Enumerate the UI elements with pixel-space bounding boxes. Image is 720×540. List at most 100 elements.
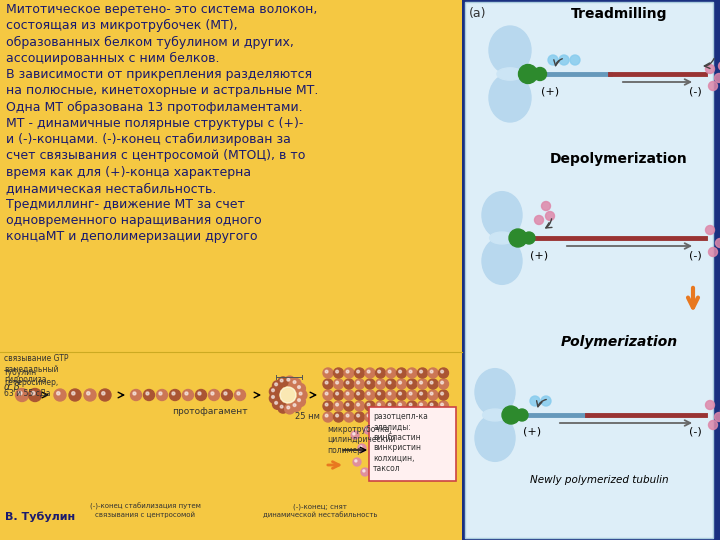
Circle shape	[509, 229, 527, 247]
Circle shape	[358, 444, 366, 452]
Circle shape	[534, 215, 544, 225]
Circle shape	[708, 247, 718, 256]
Circle shape	[235, 389, 246, 401]
Circle shape	[354, 401, 364, 411]
Circle shape	[388, 392, 391, 395]
Circle shape	[399, 392, 402, 395]
Circle shape	[518, 64, 538, 84]
Circle shape	[365, 401, 375, 411]
Circle shape	[431, 414, 433, 417]
Circle shape	[361, 468, 369, 476]
Ellipse shape	[482, 409, 508, 421]
Text: Polymerization: Polymerization	[560, 335, 678, 349]
Circle shape	[376, 379, 385, 389]
Text: 25 нм: 25 нм	[295, 412, 320, 421]
Circle shape	[407, 368, 417, 378]
Circle shape	[530, 396, 540, 406]
Circle shape	[280, 387, 296, 403]
Circle shape	[397, 390, 407, 400]
Circle shape	[269, 393, 279, 403]
Circle shape	[388, 370, 391, 373]
Circle shape	[534, 68, 546, 80]
Circle shape	[19, 392, 22, 395]
Circle shape	[378, 403, 380, 406]
Circle shape	[224, 392, 227, 395]
Text: тубулин
гетеросимер,
63 и 55 сДа: тубулин гетеросимер, 63 и 55 сДа	[4, 368, 58, 398]
Circle shape	[438, 390, 449, 400]
Circle shape	[354, 379, 364, 389]
Circle shape	[420, 414, 423, 417]
Circle shape	[356, 370, 359, 373]
Circle shape	[397, 401, 407, 411]
Text: Depolymerization: Depolymerization	[550, 152, 688, 166]
Circle shape	[336, 370, 338, 373]
Circle shape	[172, 392, 175, 395]
Circle shape	[365, 412, 375, 422]
Circle shape	[344, 379, 354, 389]
Bar	[0, 0, 462, 540]
Circle shape	[548, 55, 558, 65]
Text: (a): (a)	[469, 7, 487, 20]
Circle shape	[102, 392, 105, 395]
Circle shape	[541, 201, 551, 211]
Circle shape	[706, 226, 714, 234]
Circle shape	[295, 383, 305, 394]
Circle shape	[399, 414, 402, 417]
Circle shape	[420, 403, 423, 406]
Circle shape	[351, 431, 359, 439]
Circle shape	[363, 470, 365, 472]
Circle shape	[325, 392, 328, 395]
Circle shape	[418, 412, 428, 422]
Circle shape	[441, 370, 444, 373]
Circle shape	[428, 390, 438, 400]
Circle shape	[356, 403, 359, 406]
Circle shape	[325, 414, 328, 417]
Circle shape	[143, 389, 155, 401]
Circle shape	[295, 396, 305, 407]
Circle shape	[16, 388, 29, 402]
Circle shape	[428, 412, 438, 422]
Text: (-): (-)	[688, 250, 701, 260]
Ellipse shape	[482, 238, 522, 285]
Circle shape	[407, 401, 417, 411]
Text: Newly polymerized tubulin: Newly polymerized tubulin	[530, 475, 668, 485]
Circle shape	[293, 381, 296, 383]
Circle shape	[388, 414, 391, 417]
Circle shape	[185, 392, 188, 395]
Ellipse shape	[489, 73, 531, 122]
Circle shape	[719, 62, 720, 71]
Circle shape	[409, 392, 412, 395]
Ellipse shape	[482, 192, 522, 239]
Circle shape	[293, 404, 296, 407]
Circle shape	[376, 401, 385, 411]
Circle shape	[336, 381, 338, 384]
Circle shape	[376, 390, 385, 400]
Circle shape	[84, 389, 96, 401]
Circle shape	[397, 379, 407, 389]
Circle shape	[273, 381, 282, 391]
Circle shape	[420, 370, 423, 373]
Circle shape	[275, 383, 277, 386]
Circle shape	[54, 389, 66, 401]
Circle shape	[336, 392, 338, 395]
Circle shape	[278, 403, 288, 413]
Circle shape	[407, 390, 417, 400]
Circle shape	[541, 396, 551, 406]
Circle shape	[386, 401, 396, 411]
Text: α β: α β	[4, 382, 19, 392]
Ellipse shape	[489, 26, 531, 75]
Circle shape	[418, 368, 428, 378]
Circle shape	[438, 401, 449, 411]
Circle shape	[431, 381, 433, 384]
Circle shape	[323, 390, 333, 400]
Circle shape	[29, 388, 42, 402]
Circle shape	[365, 379, 375, 389]
Circle shape	[344, 368, 354, 378]
Circle shape	[325, 403, 328, 406]
Ellipse shape	[475, 415, 515, 461]
Circle shape	[297, 390, 307, 400]
Circle shape	[336, 414, 338, 417]
Circle shape	[325, 381, 328, 384]
Circle shape	[502, 406, 520, 424]
Circle shape	[386, 368, 396, 378]
